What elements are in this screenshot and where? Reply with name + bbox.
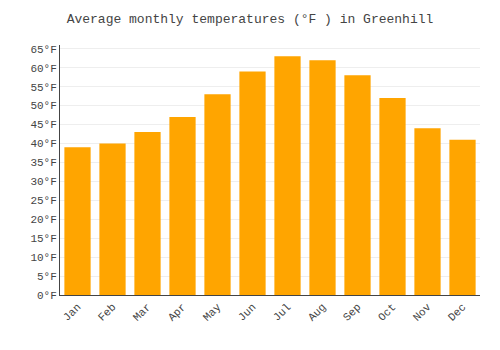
svg-text:5°F: 5°F [37, 271, 57, 283]
svg-text:50°F: 50°F [30, 100, 56, 112]
svg-text:Feb: Feb [96, 301, 118, 323]
svg-text:May: May [201, 301, 224, 324]
svg-text:0°F: 0°F [37, 290, 57, 302]
svg-text:Average monthly temperatures (: Average monthly temperatures (°F ) in Gr… [67, 12, 434, 27]
svg-text:20°F: 20°F [30, 214, 56, 226]
svg-text:Dec: Dec [446, 301, 468, 323]
svg-text:25°F: 25°F [30, 195, 56, 207]
svg-text:65°F: 65°F [30, 44, 56, 56]
svg-text:Aug: Aug [306, 301, 328, 323]
svg-text:Apr: Apr [166, 301, 188, 323]
svg-text:Jan: Jan [61, 301, 83, 323]
svg-text:55°F: 55°F [30, 82, 56, 94]
svg-text:Sep: Sep [341, 301, 363, 323]
svg-text:Mar: Mar [131, 301, 153, 323]
svg-text:40°F: 40°F [30, 138, 56, 150]
svg-text:60°F: 60°F [30, 63, 56, 75]
svg-text:30°F: 30°F [30, 176, 56, 188]
svg-text:Nov: Nov [411, 301, 434, 324]
svg-text:15°F: 15°F [30, 233, 56, 245]
svg-text:Jun: Jun [236, 301, 258, 323]
svg-text:35°F: 35°F [30, 157, 56, 169]
svg-text:Jul: Jul [271, 301, 293, 323]
svg-text:45°F: 45°F [30, 119, 56, 131]
svg-text:Oct: Oct [376, 301, 398, 323]
svg-text:10°F: 10°F [30, 252, 56, 264]
